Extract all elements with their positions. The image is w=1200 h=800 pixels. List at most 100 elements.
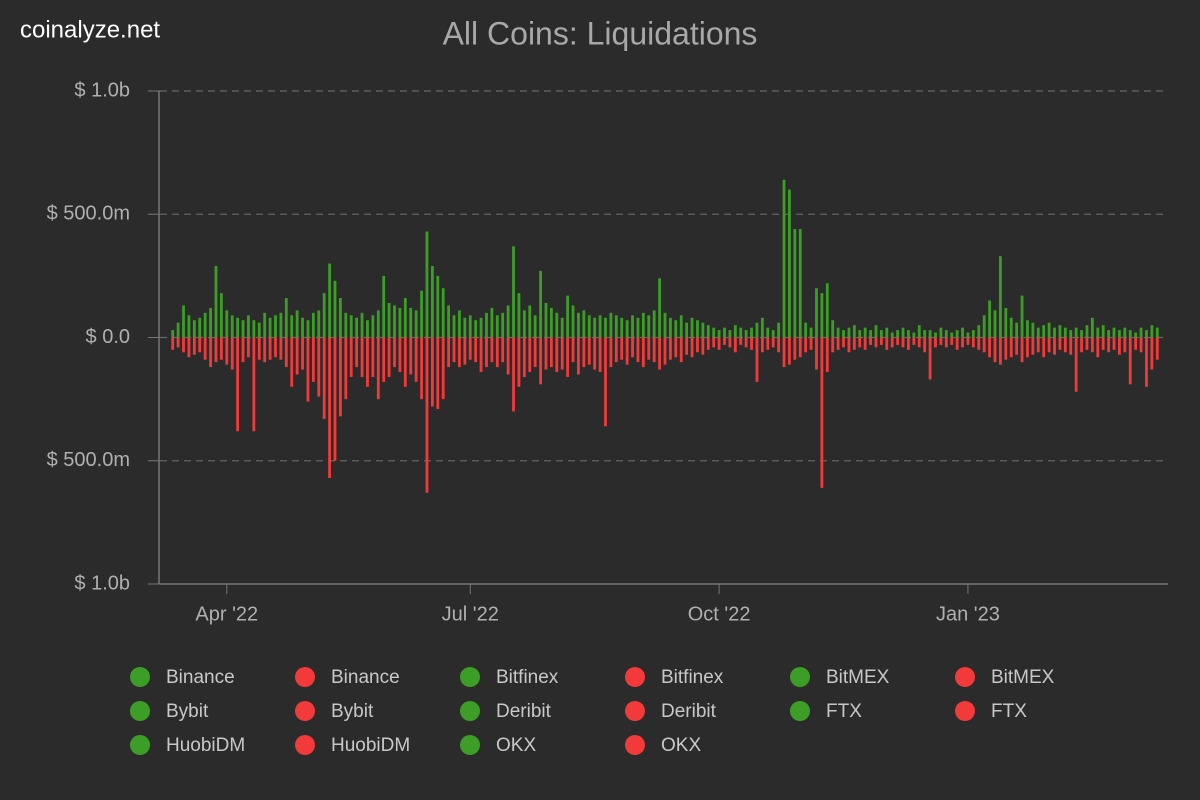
bar xyxy=(306,320,310,338)
bar xyxy=(636,337,640,363)
bar xyxy=(1058,325,1062,338)
legend-label[interactable]: BitMEX xyxy=(826,667,890,688)
legend-marker[interactable] xyxy=(130,701,150,721)
bar xyxy=(636,317,640,338)
legend-label[interactable]: Binance xyxy=(166,667,235,688)
bar xyxy=(809,337,813,350)
legend-marker[interactable] xyxy=(625,667,645,687)
bar xyxy=(284,337,288,368)
bar xyxy=(230,315,234,338)
bar xyxy=(1063,327,1067,338)
bar xyxy=(458,310,461,338)
bar xyxy=(587,337,591,365)
bar xyxy=(333,337,337,461)
legend-marker[interactable] xyxy=(130,667,150,687)
legend-label[interactable]: OKX xyxy=(661,735,701,756)
bar xyxy=(1036,327,1040,338)
bar xyxy=(647,337,651,360)
bar xyxy=(252,337,256,432)
bar xyxy=(182,305,185,338)
bar xyxy=(804,322,808,338)
legend-label[interactable]: FTX xyxy=(826,701,862,722)
watermark: coinalyze.net xyxy=(20,16,160,43)
bar xyxy=(598,337,602,373)
bar xyxy=(360,337,364,377)
legend-marker[interactable] xyxy=(295,667,315,687)
bar xyxy=(782,337,786,368)
bar xyxy=(788,337,791,365)
bar xyxy=(717,330,721,338)
bar xyxy=(382,337,386,382)
bar xyxy=(999,256,1002,338)
bar xyxy=(847,337,851,353)
bar xyxy=(674,337,678,358)
bar xyxy=(1123,337,1127,353)
bar xyxy=(706,325,710,338)
legend-marker[interactable] xyxy=(295,701,315,721)
bar xyxy=(1031,337,1035,355)
bar xyxy=(712,337,716,348)
bar xyxy=(1074,327,1078,338)
legend-marker[interactable] xyxy=(460,667,480,687)
bar xyxy=(403,337,407,387)
bar xyxy=(549,337,553,368)
legend-marker[interactable] xyxy=(295,735,315,755)
bar xyxy=(495,337,499,368)
legend-label[interactable]: HuobiDM xyxy=(331,735,410,756)
legend-marker[interactable] xyxy=(955,701,975,721)
bar xyxy=(696,320,699,338)
legend-marker[interactable] xyxy=(790,701,810,721)
bar xyxy=(425,231,429,338)
bar xyxy=(934,332,937,338)
bar xyxy=(944,330,948,338)
legend-marker[interactable] xyxy=(625,735,645,755)
bar xyxy=(187,315,191,338)
legend-label[interactable]: Bybit xyxy=(331,701,374,722)
legend-label[interactable]: OKX xyxy=(496,735,536,756)
y-tick-label: $ 500.0m xyxy=(47,449,130,471)
bar xyxy=(917,337,921,348)
bar xyxy=(414,337,418,382)
bar xyxy=(490,337,494,363)
legend-marker[interactable] xyxy=(625,701,645,721)
bar xyxy=(528,337,532,373)
bar xyxy=(739,337,743,345)
legend-marker[interactable] xyxy=(955,667,975,687)
bar xyxy=(468,337,472,360)
legend-label[interactable]: Bitfinex xyxy=(496,667,559,688)
bar xyxy=(393,305,396,338)
legend-label[interactable]: Binance xyxy=(331,667,400,688)
legend-label[interactable]: Bybit xyxy=(166,701,209,722)
bar xyxy=(436,337,440,409)
legend-label[interactable]: HuobiDM xyxy=(166,735,245,756)
legend-label[interactable]: BitMEX xyxy=(991,667,1055,688)
bar xyxy=(1004,337,1008,360)
bar xyxy=(777,337,781,353)
legend-marker[interactable] xyxy=(460,701,480,721)
bar xyxy=(236,317,240,338)
bar xyxy=(885,327,889,338)
x-tick-label: Jan '23 xyxy=(936,603,1000,625)
bar xyxy=(501,312,505,338)
legend-label[interactable]: FTX xyxy=(991,701,1027,722)
bar xyxy=(1090,317,1094,338)
bar xyxy=(944,337,948,348)
legend-label[interactable]: Deribit xyxy=(496,701,552,722)
legend-label[interactable]: Deribit xyxy=(661,701,717,722)
legend-marker[interactable] xyxy=(790,667,810,687)
legend-marker[interactable] xyxy=(460,735,480,755)
bar xyxy=(171,330,175,338)
bar xyxy=(744,330,748,338)
legend-label[interactable]: Bitfinex xyxy=(661,667,724,688)
bar xyxy=(874,337,878,348)
bar xyxy=(728,337,732,348)
bar xyxy=(690,317,694,338)
bar xyxy=(441,288,445,338)
bar xyxy=(441,337,445,400)
legend-marker[interactable] xyxy=(130,735,150,755)
bar xyxy=(306,337,310,402)
bar xyxy=(230,337,234,370)
bar xyxy=(393,337,396,368)
bar xyxy=(842,337,845,348)
bar xyxy=(485,337,488,368)
